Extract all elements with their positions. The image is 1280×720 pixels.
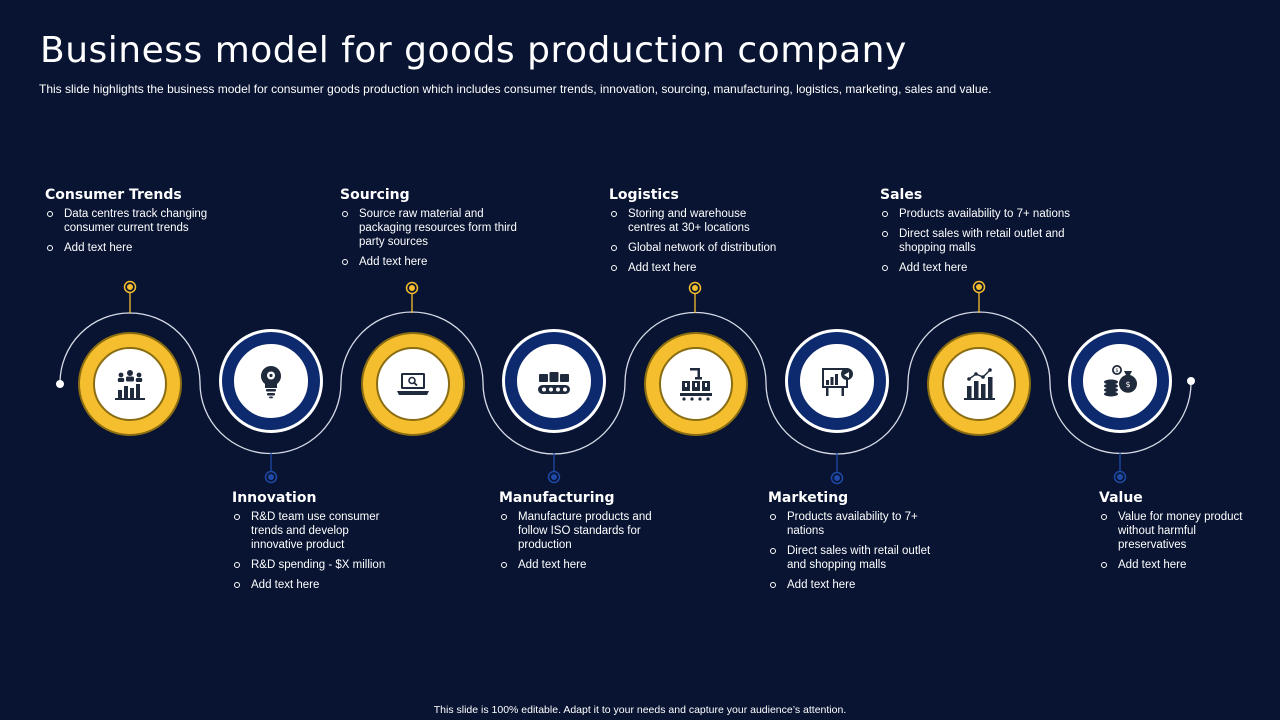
line-end-dot (1187, 377, 1195, 385)
node-consumer-trends (78, 332, 182, 436)
bullet-item: Add text here (232, 578, 412, 592)
bullet-item: Add text here (609, 261, 809, 275)
svg-text:$: $ (1115, 368, 1118, 374)
step-innovation: Innovation R&D team use consumer trends … (232, 490, 412, 598)
node-marketing (785, 329, 889, 433)
step-sales: Sales Products availability to 7+ nation… (880, 187, 1092, 281)
bullet-item: Add text here (1099, 558, 1249, 572)
bullet-item: Add text here (499, 558, 669, 572)
node-sales (927, 332, 1031, 436)
node-manufacturing (502, 329, 606, 433)
bullet-item: R&D spending - $X million (232, 558, 412, 572)
bullet-item: Products availability to 7+ nations (880, 207, 1092, 221)
bar-chart-growth-icon (964, 368, 995, 400)
bullet-item: Add text here (45, 241, 235, 255)
bullet-item: Add text here (880, 261, 1092, 275)
billboard-megaphone-icon (822, 368, 853, 396)
laptop-search-icon (397, 373, 429, 395)
footer-note: This slide is 100% editable. Adapt it to… (433, 704, 847, 716)
navy-pins (264, 470, 1127, 485)
node-sourcing (361, 332, 465, 436)
step-title: Value (1099, 490, 1143, 506)
bullet-item: Direct sales with retail outlet and shop… (768, 544, 938, 572)
step-title: Manufacturing (499, 490, 615, 506)
gold-pins (123, 280, 986, 295)
bullet-item: Global network of distribution (609, 241, 809, 255)
step-marketing: Marketing Products availability to 7+ na… (768, 490, 938, 598)
lightbulb-gear-icon (261, 366, 281, 399)
bullet-item: Value for money product without harmful … (1099, 510, 1249, 552)
bullet-item: Products availability to 7+ nations (768, 510, 938, 538)
step-title: Logistics (609, 187, 679, 203)
svg-text:$: $ (1125, 380, 1130, 389)
page-subtitle: This slide highlights the business model… (39, 82, 992, 96)
step-value: Value Value for money product without ha… (1099, 490, 1249, 578)
bullet-item: Manufacture products and follow ISO stan… (499, 510, 669, 552)
step-title: Marketing (768, 490, 849, 506)
node-value: $ $ (1068, 329, 1172, 433)
line-end-dot (56, 380, 64, 388)
people-chart-icon (115, 370, 145, 400)
bullet-item: Storing and warehouse centres at 30+ loc… (609, 207, 778, 235)
step-consumer-trends: Consumer Trends Data centres track chang… (45, 187, 235, 261)
bullet-item: Add text here (768, 578, 938, 592)
step-title: Consumer Trends (45, 187, 182, 203)
node-logistics (644, 332, 748, 436)
step-title: Sourcing (340, 187, 410, 203)
bullet-item: Data centres track changing consumer cur… (45, 207, 235, 235)
bullet-item: Add text here (340, 255, 520, 269)
step-title: Sales (880, 187, 923, 203)
bullet-item: Source raw material and packaging resour… (340, 207, 520, 249)
step-logistics: Logistics Storing and warehouse centres … (609, 187, 809, 281)
bullet-item: R&D team use consumer trends and develop… (232, 510, 391, 552)
coins-money-bag-icon: $ $ (1104, 365, 1137, 397)
conveyor-belt-icon (538, 372, 570, 394)
step-manufacturing: Manufacturing Manufacture products and f… (499, 490, 669, 578)
node-innovation (219, 329, 323, 433)
page-title: Business model for goods production comp… (40, 30, 907, 71)
bullet-item: Direct sales with retail outlet and shop… (880, 227, 1092, 255)
step-sourcing: Sourcing Source raw material and packagi… (340, 187, 520, 275)
step-title: Innovation (232, 490, 317, 506)
robotic-arm-boxes-icon (680, 368, 712, 401)
